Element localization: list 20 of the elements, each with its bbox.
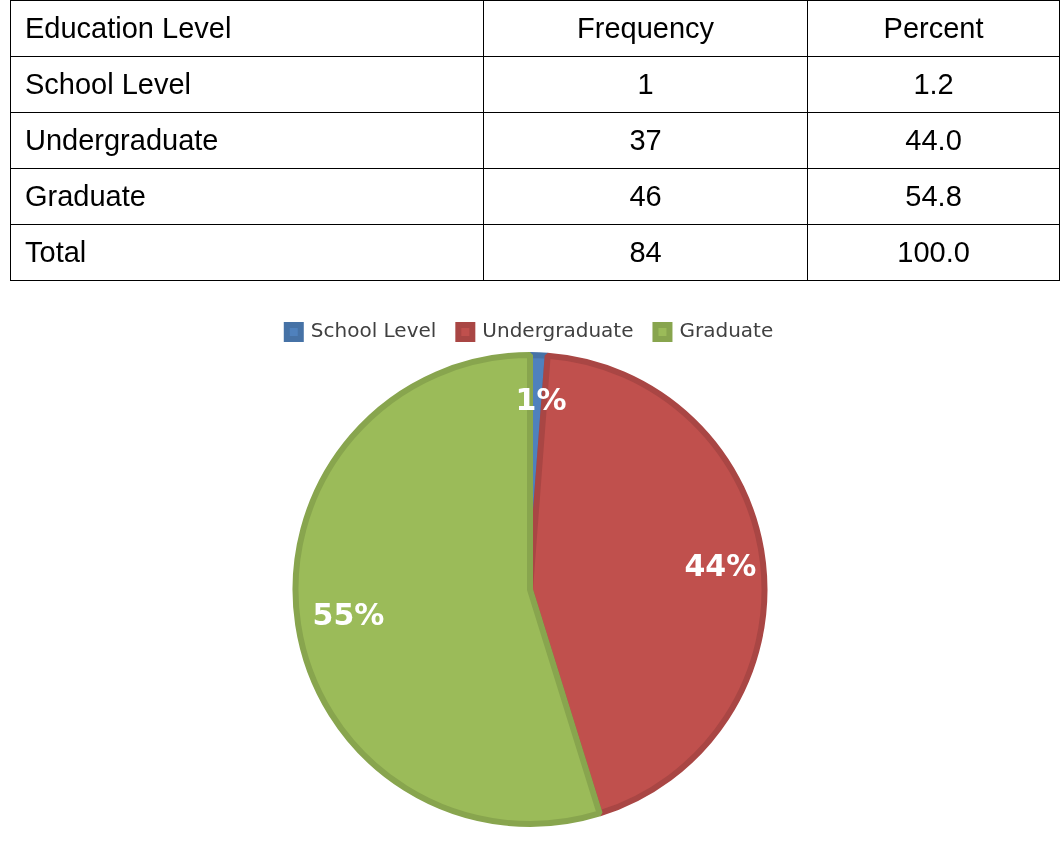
data-label: 55% <box>312 597 385 633</box>
data-label: 1.2 <box>807 56 1060 113</box>
data-label: 46 <box>483 168 808 225</box>
legend-label: Undergraduate <box>482 318 634 343</box>
data-label: 100.0 <box>807 224 1060 281</box>
category-label: Graduate <box>10 168 484 225</box>
text: Frequency <box>483 0 808 57</box>
data-label: 37 <box>483 112 808 169</box>
text: Education Level <box>10 0 484 57</box>
data-label: 84 <box>483 224 808 281</box>
data-label: 44% <box>684 548 757 584</box>
category-label: Undergraduate <box>10 112 484 169</box>
category-label: School Level <box>10 56 484 113</box>
data-label: 1 <box>483 56 808 113</box>
data-label: 54.8 <box>807 168 1060 225</box>
data-label: 44.0 <box>807 112 1060 169</box>
legend-label: Graduate <box>679 318 774 343</box>
legend-label: School Level <box>310 318 437 343</box>
category-label: Total <box>10 224 484 281</box>
text: Percent <box>807 0 1060 57</box>
